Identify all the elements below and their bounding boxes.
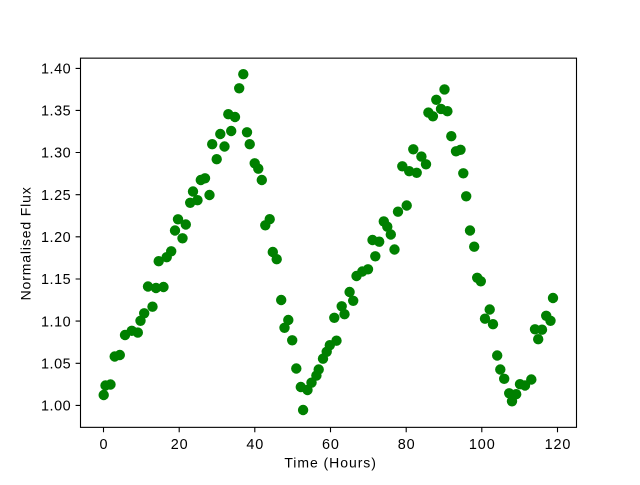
svg-text:40: 40: [246, 437, 264, 453]
svg-text:Time (Hours): Time (Hours): [284, 455, 377, 471]
svg-text:1.20: 1.20: [41, 230, 71, 246]
svg-text:80: 80: [398, 437, 416, 453]
svg-text:1.40: 1.40: [41, 62, 71, 78]
svg-text:1.35: 1.35: [41, 104, 71, 120]
svg-text:1.25: 1.25: [41, 188, 71, 204]
svg-text:100: 100: [469, 437, 496, 453]
svg-text:60: 60: [322, 437, 340, 453]
svg-text:1.10: 1.10: [41, 314, 71, 330]
svg-text:1.05: 1.05: [41, 357, 71, 373]
svg-text:20: 20: [171, 437, 189, 453]
svg-text:Normalised Flux: Normalised Flux: [18, 186, 34, 300]
svg-text:1.15: 1.15: [41, 272, 71, 288]
svg-text:120: 120: [545, 437, 572, 453]
svg-text:1.30: 1.30: [41, 146, 71, 162]
svg-text:1.00: 1.00: [41, 399, 71, 415]
svg-text:0: 0: [99, 437, 108, 453]
